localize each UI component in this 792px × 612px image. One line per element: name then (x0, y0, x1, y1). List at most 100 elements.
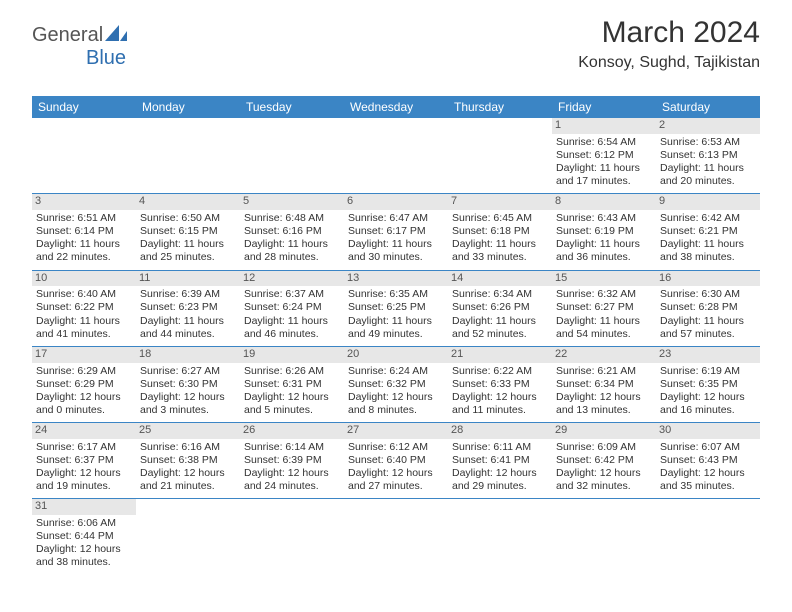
weekday-header-row: Sunday Monday Tuesday Wednesday Thursday… (32, 96, 760, 118)
sunrise-line: Sunrise: 6:17 AM (36, 441, 132, 454)
sunrise-line: Sunrise: 6:26 AM (244, 365, 340, 378)
day-number: 26 (240, 423, 344, 439)
sunrise-line: Sunrise: 6:09 AM (556, 441, 652, 454)
daylight-line: Daylight: 12 hours and 29 minutes. (452, 467, 548, 493)
sunrise-line: Sunrise: 6:19 AM (660, 365, 756, 378)
day-number: 19 (240, 347, 344, 363)
daylight-line: Daylight: 11 hours and 17 minutes. (556, 162, 652, 188)
calendar-cell (240, 118, 344, 194)
day-number: 7 (448, 194, 552, 210)
daylight-line: Daylight: 11 hours and 44 minutes. (140, 315, 236, 341)
calendar-cell: 17Sunrise: 6:29 AMSunset: 6:29 PMDayligh… (32, 346, 136, 422)
sunrise-line: Sunrise: 6:40 AM (36, 288, 132, 301)
daylight-line: Daylight: 12 hours and 24 minutes. (244, 467, 340, 493)
day-number: 3 (32, 194, 136, 210)
calendar-cell: 20Sunrise: 6:24 AMSunset: 6:32 PMDayligh… (344, 346, 448, 422)
day-number: 22 (552, 347, 656, 363)
logo-text-2: Blue (86, 47, 126, 69)
calendar-cell: 31Sunrise: 6:06 AMSunset: 6:44 PMDayligh… (32, 499, 136, 575)
calendar-cell: 8Sunrise: 6:43 AMSunset: 6:19 PMDaylight… (552, 194, 656, 270)
calendar-cell: 4Sunrise: 6:50 AMSunset: 6:15 PMDaylight… (136, 194, 240, 270)
daylight-line: Daylight: 11 hours and 52 minutes. (452, 315, 548, 341)
sunset-line: Sunset: 6:42 PM (556, 454, 652, 467)
calendar-cell: 7Sunrise: 6:45 AMSunset: 6:18 PMDaylight… (448, 194, 552, 270)
calendar-cell (448, 499, 552, 575)
day-number: 4 (136, 194, 240, 210)
calendar-cell: 13Sunrise: 6:35 AMSunset: 6:25 PMDayligh… (344, 270, 448, 346)
calendar-cell: 19 Sunrise: 6:26 AMSunset: 6:31 PMDayligh… (240, 346, 344, 422)
sunset-line: Sunset: 6:39 PM (244, 454, 340, 467)
sunset-line: Sunset: 6:25 PM (348, 301, 444, 314)
day-number: 5 (240, 194, 344, 210)
sunset-line: Sunset: 6:44 PM (36, 530, 132, 543)
day-number: 29 (552, 423, 656, 439)
calendar-table: Sunday Monday Tuesday Wednesday Thursday… (32, 96, 760, 575)
daylight-line: Daylight: 12 hours and 5 minutes. (244, 391, 340, 417)
calendar-cell: 18Sunrise: 6:27 AMSunset: 6:30 PMDayligh… (136, 346, 240, 422)
day-number: 17 (32, 347, 136, 363)
sunset-line: Sunset: 6:13 PM (660, 149, 756, 162)
day-number: 9 (656, 194, 760, 210)
calendar-cell (344, 499, 448, 575)
sunset-line: Sunset: 6:33 PM (452, 378, 548, 391)
calendar-cell (552, 499, 656, 575)
calendar-row: 17Sunrise: 6:29 AMSunset: 6:29 PMDayligh… (32, 346, 760, 422)
sunrise-line: Sunrise: 6:06 AM (36, 517, 132, 530)
location: Konsoy, Sughd, Tajikistan (578, 54, 760, 72)
sunrise-line: Sunrise: 6:37 AM (244, 288, 340, 301)
sunrise-line: Sunrise: 6:16 AM (140, 441, 236, 454)
weekday-header: Sunday (32, 96, 136, 118)
day-number: 14 (448, 271, 552, 287)
day-number: 2 (656, 118, 760, 134)
daylight-line: Daylight: 12 hours and 8 minutes. (348, 391, 444, 417)
calendar-cell (240, 499, 344, 575)
calendar-cell: 23Sunrise: 6:19 AMSunset: 6:35 PMDayligh… (656, 346, 760, 422)
weekday-header: Thursday (448, 96, 552, 118)
sunrise-line: Sunrise: 6:39 AM (140, 288, 236, 301)
calendar-row: 10Sunrise: 6:40 AMSunset: 6:22 PMDayligh… (32, 270, 760, 346)
sunrise-line: Sunrise: 6:11 AM (452, 441, 548, 454)
calendar-row: 24Sunrise: 6:17 AMSunset: 6:37 PMDayligh… (32, 423, 760, 499)
sunset-line: Sunset: 6:28 PM (660, 301, 756, 314)
daylight-line: Daylight: 11 hours and 38 minutes. (660, 238, 756, 264)
sunset-line: Sunset: 6:31 PM (244, 378, 340, 391)
sunset-line: Sunset: 6:38 PM (140, 454, 236, 467)
calendar-row: 31Sunrise: 6:06 AMSunset: 6:44 PMDayligh… (32, 499, 760, 575)
calendar-cell: 3Sunrise: 6:51 AMSunset: 6:14 PMDaylight… (32, 194, 136, 270)
sunset-line: Sunset: 6:43 PM (660, 454, 756, 467)
daylight-line: Daylight: 11 hours and 20 minutes. (660, 162, 756, 188)
daylight-line: Daylight: 11 hours and 28 minutes. (244, 238, 340, 264)
sunset-line: Sunset: 6:35 PM (660, 378, 756, 391)
daylight-line: Daylight: 12 hours and 0 minutes. (36, 391, 132, 417)
calendar-cell: 2Sunrise: 6:53 AMSunset: 6:13 PMDaylight… (656, 118, 760, 194)
calendar-cell: 30Sunrise: 6:07 AMSunset: 6:43 PMDayligh… (656, 423, 760, 499)
calendar-cell (136, 118, 240, 194)
sunset-line: Sunset: 6:18 PM (452, 225, 548, 238)
sunrise-line: Sunrise: 6:50 AM (140, 212, 236, 225)
calendar-cell: 6Sunrise: 6:47 AMSunset: 6:17 PMDaylight… (344, 194, 448, 270)
day-number: 15 (552, 271, 656, 287)
sunset-line: Sunset: 6:19 PM (556, 225, 652, 238)
sunrise-line: Sunrise: 6:47 AM (348, 212, 444, 225)
sunrise-line: Sunrise: 6:48 AM (244, 212, 340, 225)
weekday-header: Friday (552, 96, 656, 118)
sunrise-line: Sunrise: 6:21 AM (556, 365, 652, 378)
day-number: 27 (344, 423, 448, 439)
sunrise-line: Sunrise: 6:14 AM (244, 441, 340, 454)
calendar-cell: 27Sunrise: 6:12 AMSunset: 6:40 PMDayligh… (344, 423, 448, 499)
day-number: 28 (448, 423, 552, 439)
sunset-line: Sunset: 6:12 PM (556, 149, 652, 162)
sunrise-line: Sunrise: 6:12 AM (348, 441, 444, 454)
sunrise-line: Sunrise: 6:22 AM (452, 365, 548, 378)
day-number: 30 (656, 423, 760, 439)
sunset-line: Sunset: 6:21 PM (660, 225, 756, 238)
calendar-cell: 11Sunrise: 6:39 AMSunset: 6:23 PMDayligh… (136, 270, 240, 346)
day-number: 8 (552, 194, 656, 210)
sunset-line: Sunset: 6:34 PM (556, 378, 652, 391)
day-number: 12 (240, 271, 344, 287)
day-number: 13 (344, 271, 448, 287)
day-number: 21 (448, 347, 552, 363)
daylight-line: Daylight: 11 hours and 30 minutes. (348, 238, 444, 264)
daylight-line: Daylight: 12 hours and 32 minutes. (556, 467, 652, 493)
sunrise-line: Sunrise: 6:42 AM (660, 212, 756, 225)
